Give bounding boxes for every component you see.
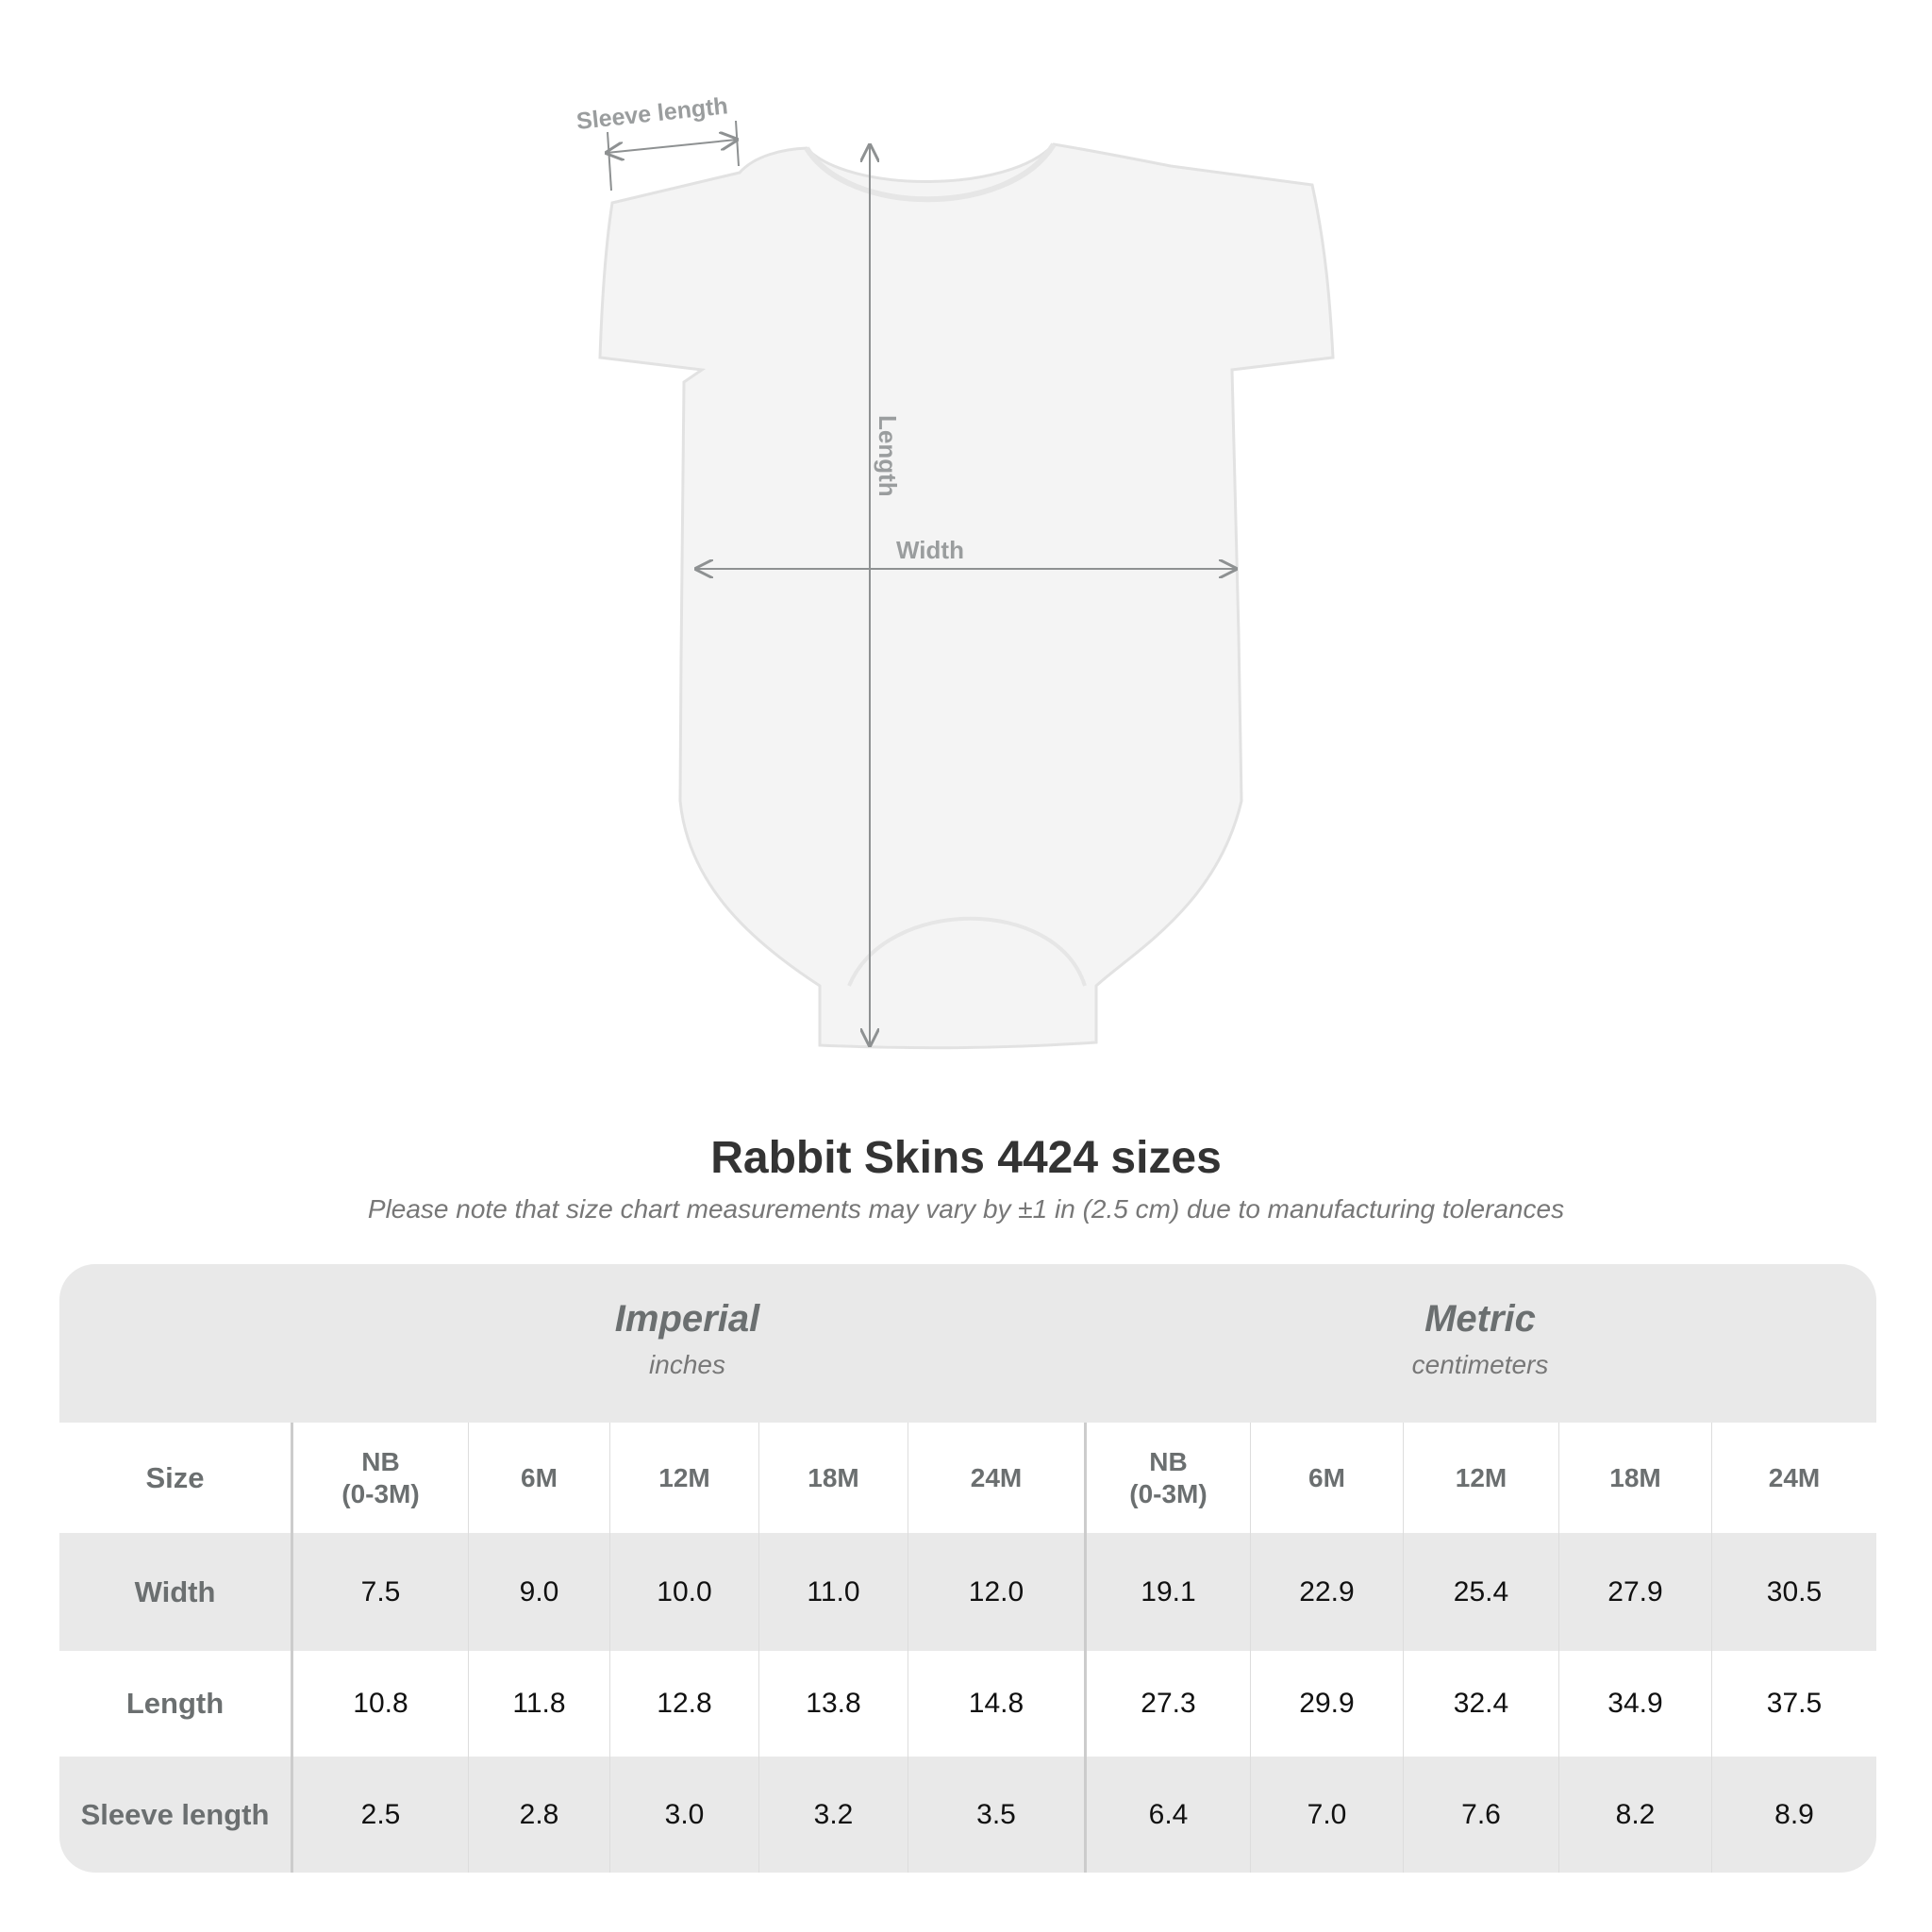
measurement-cell: 13.8 [758, 1651, 908, 1757]
measurement-cell: 3.2 [758, 1757, 908, 1873]
length-label: Length [874, 415, 902, 497]
size-column-header: NB (0-3M) [291, 1423, 468, 1533]
imperial-header: Imperial inches [291, 1264, 1084, 1423]
size-header-row: Size NB (0-3M) 6M 12M 18M 24M NB (0-3M) 6M 12M 18… [59, 1423, 1876, 1533]
sleeve-arrow [607, 140, 737, 153]
measurement-cell: 34.9 [1558, 1651, 1711, 1757]
measurement-cell: 2.5 [291, 1757, 468, 1873]
size-column-header: NB (0-3M) [1084, 1423, 1250, 1533]
size-column-header: 18M [758, 1423, 908, 1533]
imperial-unit: inches [649, 1350, 725, 1379]
sleeve-tick-right [735, 120, 740, 167]
measurement-cell: 27.9 [1558, 1533, 1711, 1651]
measurement-cell: 10.0 [609, 1533, 758, 1651]
measurement-cell: 11.8 [468, 1651, 609, 1757]
measurement-cell: 37.5 [1711, 1651, 1876, 1757]
measurement-cell: 29.9 [1250, 1651, 1403, 1757]
row-label: Sleeve length [80, 1797, 270, 1831]
measurement-cell: 2.8 [468, 1757, 609, 1873]
measurement-cell: 12.8 [609, 1651, 758, 1757]
size-column-header: 12M [609, 1423, 758, 1533]
size-column-header: 24M [908, 1423, 1084, 1533]
measurement-cell: 7.0 [1250, 1757, 1403, 1873]
measurement-cell: 8.9 [1711, 1757, 1876, 1873]
measurement-cell: 12.0 [908, 1533, 1084, 1651]
imperial-title: Imperial [614, 1298, 760, 1340]
row-label: Length [125, 1687, 225, 1720]
row-label: Width [134, 1574, 216, 1608]
onesie-outline [598, 142, 1335, 1050]
sleeve-length-label: Sleeve length [575, 92, 729, 135]
neckline [804, 142, 1057, 203]
measurement-cell: 19.1 [1084, 1533, 1250, 1651]
sleeve-tick-left [607, 131, 612, 192]
table-row: Length 10.8 11.8 12.8 13.8 14.8 27.3 29.9 32.4 34… [59, 1651, 1876, 1757]
size-column-header: 12M [1403, 1423, 1558, 1533]
page-title: Rabbit Skins 4424 sizes [710, 1133, 1222, 1183]
measurement-cell: 6.4 [1084, 1757, 1250, 1873]
size-column-header: 18M [1558, 1423, 1711, 1533]
measurement-cell: 10.8 [291, 1651, 468, 1757]
measurement-cell: 3.5 [908, 1757, 1084, 1873]
measurement-cell: 3.0 [609, 1757, 758, 1873]
size-column-header: 24M [1711, 1423, 1876, 1533]
onesie-diagram: Sleeve length Length Width [575, 92, 1335, 1050]
table-row: Sleeve length 2.5 2.8 3.0 3.2 3.5 6.4 7.0 7.6 8.2… [59, 1757, 1876, 1873]
metric-unit: centimeters [1411, 1350, 1549, 1379]
measurement-cell: 27.3 [1084, 1651, 1250, 1757]
size-header-label: Size [145, 1460, 205, 1494]
size-column-header: 6M [1250, 1423, 1403, 1533]
metric-header: Metric centimeters [1084, 1264, 1876, 1423]
size-chart-table: Imperial inches Metric centimeters Size N… [59, 1264, 1876, 1873]
measurement-cell: 14.8 [908, 1651, 1084, 1757]
measurement-cell: 9.0 [468, 1533, 609, 1651]
measurement-cell: 11.0 [758, 1533, 908, 1651]
measurement-cell: 22.9 [1250, 1533, 1403, 1651]
measurement-cell: 32.4 [1403, 1651, 1558, 1757]
measurement-cell: 8.2 [1558, 1757, 1711, 1873]
tolerance-note: Please note that size chart measurements… [367, 1194, 1565, 1224]
measurement-cell: 25.4 [1403, 1533, 1558, 1651]
width-label: Width [896, 536, 964, 564]
measurement-cell: 30.5 [1711, 1533, 1876, 1651]
table-row: Width 7.5 9.0 10.0 11.0 12.0 19.1 22.9 25.4 27.9 3… [59, 1533, 1876, 1651]
measurement-cell: 7.6 [1403, 1757, 1558, 1873]
metric-title: Metric [1424, 1298, 1536, 1340]
size-column-header: 6M [468, 1423, 609, 1533]
measurement-cell: 7.5 [291, 1533, 468, 1651]
